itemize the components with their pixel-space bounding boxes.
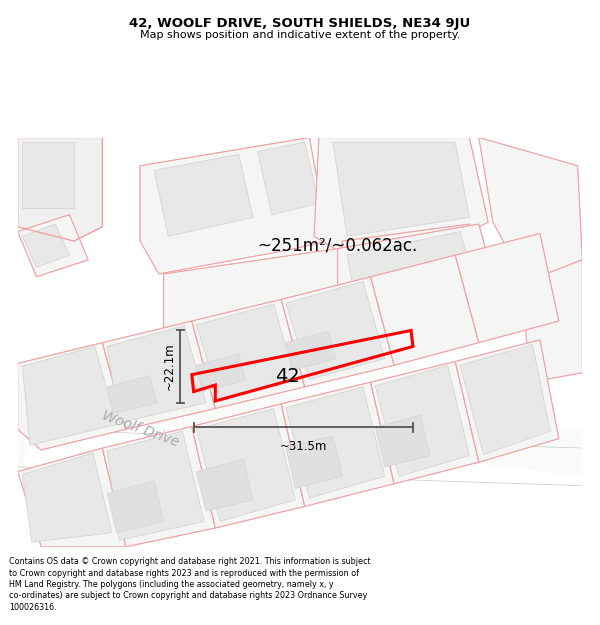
Polygon shape [192,299,305,409]
Text: ~251m²/~0.062ac.: ~251m²/~0.062ac. [257,237,418,255]
Polygon shape [17,342,126,450]
Text: ~22.1m: ~22.1m [163,343,176,391]
Polygon shape [164,249,356,349]
Polygon shape [22,452,112,542]
Polygon shape [107,481,164,532]
Polygon shape [196,409,295,521]
Polygon shape [371,255,479,365]
Polygon shape [192,404,305,528]
Polygon shape [371,361,479,484]
Polygon shape [352,232,467,299]
Polygon shape [140,138,328,274]
Polygon shape [375,365,469,476]
Text: Contains OS data © Crown copyright and database right 2021. This information is : Contains OS data © Crown copyright and d… [9,558,371,566]
Polygon shape [479,138,583,283]
Polygon shape [347,232,477,307]
Polygon shape [314,138,488,251]
Polygon shape [286,436,343,489]
Polygon shape [286,281,385,379]
Polygon shape [22,224,70,268]
Polygon shape [455,234,559,342]
Polygon shape [375,415,430,467]
Polygon shape [17,214,88,277]
Text: 42: 42 [275,367,300,386]
Polygon shape [281,277,394,387]
Polygon shape [22,142,74,208]
Polygon shape [521,260,583,382]
Text: 42, WOOLF DRIVE, SOUTH SHIELDS, NE34 9JU: 42, WOOLF DRIVE, SOUTH SHIELDS, NE34 9JU [130,18,470,31]
Text: co-ordinates) are subject to Crown copyright and database rights 2023 Ordnance S: co-ordinates) are subject to Crown copyr… [9,591,367,600]
Polygon shape [17,448,126,547]
Polygon shape [196,304,295,401]
Text: 100026316.: 100026316. [9,602,56,611]
Polygon shape [257,142,319,214]
Polygon shape [460,344,550,454]
Text: HM Land Registry. The polygons (including the associated geometry, namely x, y: HM Land Registry. The polygons (includin… [9,580,334,589]
Polygon shape [196,354,245,392]
Polygon shape [196,459,253,511]
Polygon shape [154,154,253,236]
Polygon shape [286,387,385,498]
Polygon shape [107,326,206,422]
Polygon shape [281,382,394,506]
Polygon shape [22,346,116,445]
Text: ~31.5m: ~31.5m [280,439,327,452]
Polygon shape [17,138,103,241]
Polygon shape [338,224,497,326]
Text: Woolf Drive: Woolf Drive [100,409,181,449]
Polygon shape [333,142,469,236]
Polygon shape [103,426,215,547]
Polygon shape [107,431,204,540]
Polygon shape [107,376,157,413]
Polygon shape [286,331,336,370]
Polygon shape [17,363,583,476]
Polygon shape [338,224,493,312]
Polygon shape [103,321,215,429]
Text: to Crown copyright and database rights 2023 and is reproduced with the permissio: to Crown copyright and database rights 2… [9,569,359,578]
Polygon shape [455,340,559,462]
Text: Map shows position and indicative extent of the property.: Map shows position and indicative extent… [140,30,460,40]
